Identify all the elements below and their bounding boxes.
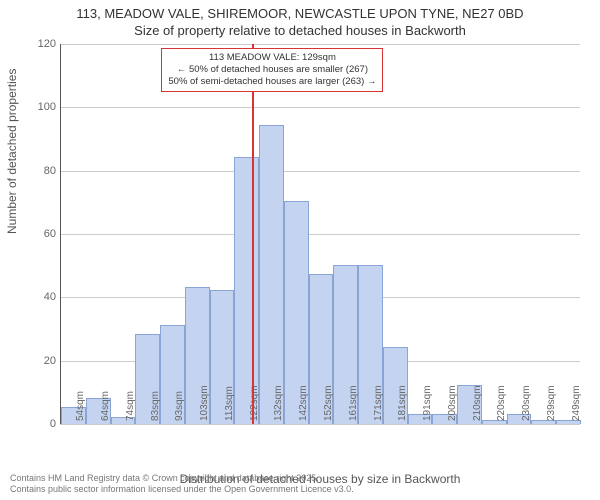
plot-region: 02040608010012054sqm64sqm74sqm83sqm93sqm… (60, 44, 580, 424)
x-tick-label: 142sqm (298, 385, 309, 421)
gridline (60, 234, 580, 235)
chart-title: 113, MEADOW VALE, SHIREMOOR, NEWCASTLE U… (0, 0, 600, 40)
footer-line-2: Contains public sector information licen… (10, 484, 354, 496)
y-axis-line (60, 44, 61, 424)
x-tick-label: 74sqm (125, 391, 136, 421)
y-tick-label: 100 (38, 101, 56, 113)
annotation-line: 113 MEADOW VALE: 129sqm (168, 52, 376, 64)
y-tick-label: 0 (50, 418, 56, 430)
x-tick-label: 220sqm (496, 385, 507, 421)
title-line-1: 113, MEADOW VALE, SHIREMOOR, NEWCASTLE U… (0, 6, 600, 23)
x-tick-label: 132sqm (273, 385, 284, 421)
y-tick-label: 120 (38, 38, 56, 50)
footer-attribution: Contains HM Land Registry data © Crown c… (10, 473, 354, 496)
property-marker-line (252, 44, 254, 424)
x-tick-label: 171sqm (373, 385, 384, 421)
chart-area: Number of detached properties 0204060801… (60, 44, 580, 424)
x-tick-label: 200sqm (447, 385, 458, 421)
x-tick-label: 152sqm (323, 385, 334, 421)
y-tick-label: 20 (44, 355, 56, 367)
x-tick-label: 181sqm (397, 385, 408, 421)
gridline (60, 171, 580, 172)
gridline (60, 424, 580, 425)
x-tick-label: 230sqm (521, 385, 532, 421)
x-tick-label: 161sqm (348, 385, 359, 421)
annotation-box: 113 MEADOW VALE: 129sqm← 50% of detached… (161, 48, 383, 92)
annotation-line: ← 50% of detached houses are smaller (26… (168, 64, 376, 76)
x-tick-label: 83sqm (150, 391, 161, 421)
footer-line-1: Contains HM Land Registry data © Crown c… (10, 473, 354, 485)
x-tick-label: 54sqm (75, 391, 86, 421)
gridline (60, 44, 580, 45)
x-tick-label: 64sqm (100, 391, 111, 421)
y-axis-label: Number of detached properties (5, 69, 19, 234)
y-tick-label: 80 (44, 165, 56, 177)
annotation-line: 50% of semi-detached houses are larger (… (168, 76, 376, 88)
x-tick-label: 103sqm (199, 385, 210, 421)
x-tick-label: 122sqm (249, 385, 260, 421)
x-tick-label: 113sqm (224, 386, 235, 421)
x-tick-label: 93sqm (174, 391, 185, 421)
title-line-2: Size of property relative to detached ho… (0, 23, 600, 40)
chart-container: 113, MEADOW VALE, SHIREMOOR, NEWCASTLE U… (0, 0, 600, 500)
y-tick-label: 60 (44, 228, 56, 240)
x-tick-label: 191sqm (422, 385, 433, 421)
x-tick-label: 210sqm (472, 385, 483, 421)
histogram-bar (259, 125, 284, 424)
histogram-bar (234, 157, 259, 424)
x-tick-label: 249sqm (571, 385, 582, 421)
x-tick-label: 239sqm (546, 385, 557, 421)
y-tick-label: 40 (44, 291, 56, 303)
gridline (60, 107, 580, 108)
